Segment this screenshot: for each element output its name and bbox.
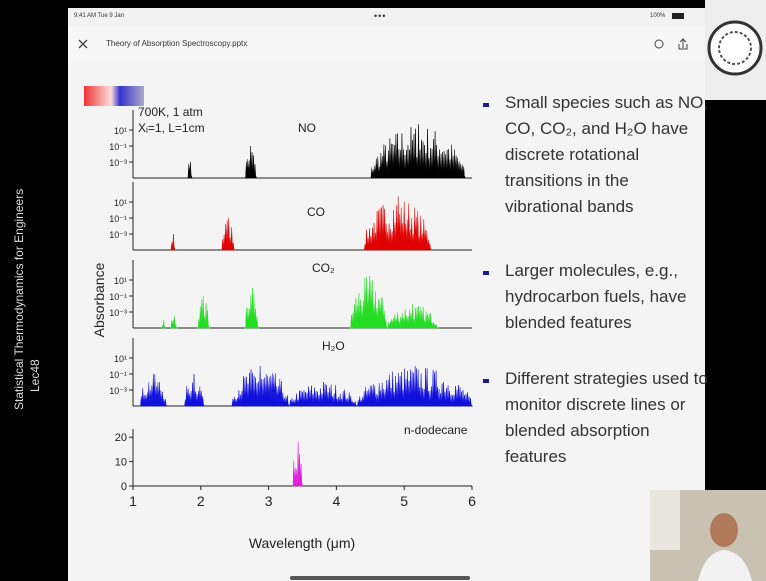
absorption-band	[289, 382, 358, 406]
absorption-band	[387, 304, 439, 328]
panel-label: H₂O	[322, 339, 345, 353]
y-tick-label: 10⁻¹	[109, 370, 127, 380]
x-tick-label: 4	[333, 493, 341, 509]
webcam-window	[650, 490, 680, 550]
absorption-band	[245, 288, 259, 328]
webcam-face	[710, 513, 738, 547]
panel-label: n-dodecane	[404, 423, 468, 437]
absorption-band	[161, 320, 165, 328]
y-tick-label: 10	[115, 457, 127, 469]
absorption-band	[184, 374, 205, 406]
y-tick-label: 10⁻³	[109, 386, 127, 396]
x-tick-label: 6	[468, 493, 476, 509]
condition: 700K, 1 atm	[138, 105, 203, 119]
absorption-band	[221, 218, 235, 250]
y-tick-label: 0	[121, 481, 127, 493]
absorption-band	[370, 124, 466, 178]
x-axis-label: Wavelength (μm)	[249, 535, 355, 551]
logo	[709, 22, 761, 74]
bullet: Different strategies used to monitor dis…	[505, 366, 710, 470]
slide-decoration	[84, 86, 144, 106]
absorption-band	[187, 162, 192, 178]
absorption-band	[140, 374, 168, 406]
absorption-band	[197, 296, 209, 328]
panel-label: NO	[298, 121, 316, 135]
y-tick-label: 10⁻³	[109, 308, 127, 318]
absorption-band	[245, 146, 257, 178]
y-tick-label: 20	[115, 432, 127, 444]
x-tick-label: 2	[197, 493, 205, 509]
x-tick-label: 3	[265, 493, 273, 509]
y-tick-label: 10¹	[114, 126, 127, 136]
y-tick-label: 10⁻³	[109, 158, 127, 168]
y-tick-label: 10⁻¹	[109, 214, 127, 224]
condition: Xᵢ=1, L=1cm	[138, 121, 205, 135]
y-tick-label: 10¹	[114, 198, 127, 208]
x-tick-label: 1	[129, 493, 137, 509]
y-tick-label: 10⁻¹	[109, 292, 127, 302]
scrollbar	[290, 576, 470, 580]
absorption-band	[170, 316, 177, 328]
absorption-band	[292, 442, 303, 486]
panel-label: CO	[307, 205, 325, 219]
bullet: Larger molecules, e.g., hydrocarbon fuel…	[505, 258, 710, 336]
y-tick-label: 10⁻³	[109, 230, 127, 240]
x-tick-label: 5	[400, 493, 408, 509]
y-tick-label: 10¹	[114, 354, 127, 364]
y-axis-label: Absorbance	[91, 262, 107, 337]
absorption-band	[364, 196, 433, 250]
y-tick-label: 10⁻¹	[109, 142, 127, 152]
panel-label: CO₂	[312, 261, 335, 275]
absorption-band	[231, 366, 289, 406]
bullet: Small species such as NO, CO, CO₂, and H…	[505, 90, 710, 220]
y-tick-label: 10¹	[114, 276, 127, 286]
absorption-band	[357, 366, 473, 406]
absorption-band	[170, 234, 175, 250]
page: Statistical Thermodynamics for Engineers…	[0, 0, 766, 581]
absorption-band	[350, 276, 388, 328]
